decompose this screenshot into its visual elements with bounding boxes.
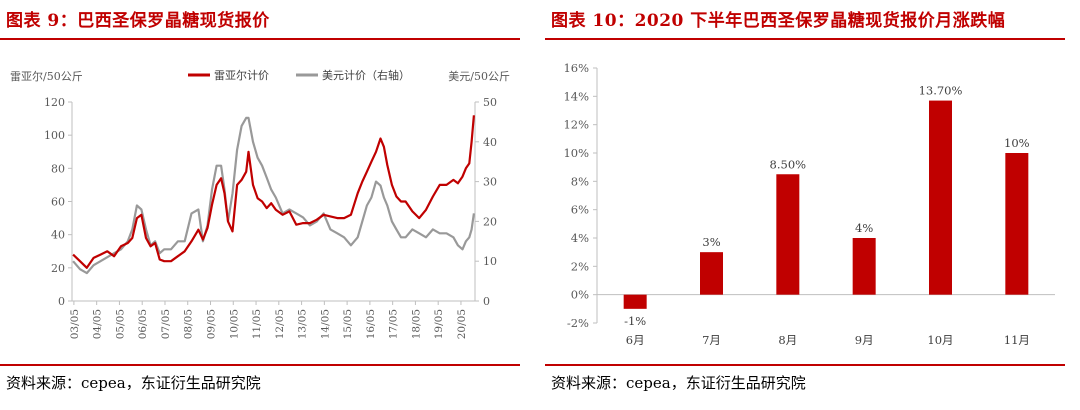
- y-tick-label: 4%: [571, 231, 589, 245]
- y-tick-label: 2%: [571, 259, 589, 273]
- left-y-tick-label: 20: [51, 262, 65, 275]
- y-tick-label: 10%: [563, 146, 589, 160]
- x-category-label: 8月: [778, 333, 797, 347]
- left-source-rule: [0, 364, 520, 366]
- legend-label-2: 美元计价（右轴）: [322, 68, 410, 82]
- x-tick-label: 11/05: [251, 309, 263, 339]
- y-tick-label: 16%: [563, 61, 589, 75]
- y-tick-label: 8%: [571, 174, 589, 188]
- x-category-label: 11月: [1004, 333, 1030, 347]
- x-tick-label: 03/05: [69, 309, 81, 339]
- x-tick-label: 17/05: [388, 309, 400, 339]
- x-tick-label: 13/05: [297, 309, 309, 339]
- bar: [852, 238, 876, 295]
- y-tick-label: 12%: [563, 118, 589, 132]
- y-tick-label: 14%: [563, 89, 589, 103]
- right-chart-panel: 图表 10：2020 下半年巴西圣保罗晶糖现货报价月涨跌幅 -2% 0% 2% 4% 6…: [545, 0, 1075, 410]
- left-y-tick-label: 120: [44, 96, 65, 109]
- y-tick-label: 6%: [571, 203, 589, 217]
- bar: [700, 252, 723, 295]
- x-category-label: 7月: [702, 333, 721, 347]
- x-category-label: 9月: [855, 333, 874, 347]
- right-source-rule: [545, 364, 1065, 366]
- bar: [1005, 153, 1029, 295]
- bar: [776, 174, 800, 295]
- bar-data-label: 10%: [1004, 136, 1030, 150]
- right-source-note: 资料来源：cepea，东证衍生品研究院: [551, 374, 806, 392]
- bar-data-label: -1%: [624, 314, 646, 328]
- series-line-2: [72, 116, 475, 275]
- bar-data-label: 4%: [855, 221, 873, 235]
- x-tick-label: 20/05: [456, 309, 468, 339]
- bar: [623, 294, 647, 309]
- right-chart-title: 图表 10：2020 下半年巴西圣保罗晶糖现货报价月涨跌幅: [551, 11, 1006, 31]
- x-tick-label: 04/05: [92, 309, 104, 339]
- left-y-tick-label: 100: [44, 129, 65, 142]
- left-y-tick-label: 80: [51, 162, 65, 175]
- bar-data-label: 13.70%: [919, 84, 963, 98]
- left-y-tick-label: 40: [51, 229, 65, 242]
- right-title-rule: [545, 38, 1065, 40]
- left-title-rule: [0, 38, 520, 40]
- x-tick-label: 08/05: [183, 309, 195, 339]
- left-axis-unit-label: 雷亚尔/50公斤: [10, 70, 83, 83]
- right-y-tick-label: 20: [483, 215, 497, 228]
- right-y-tick-label: 50: [483, 96, 497, 109]
- right-y-tick-label: 40: [483, 136, 497, 149]
- y-tick-label: -2%: [567, 316, 589, 330]
- left-chart-panel: 图表 9：巴西圣保罗晶糖现货报价 0 20 40 60 80 100 120 0 10 20 30 4…: [0, 0, 530, 410]
- x-tick-label: 12/05: [274, 309, 286, 339]
- right-y-tick-label: 30: [483, 176, 497, 189]
- y-tick-label: 0%: [571, 288, 589, 302]
- bar-data-label: 3%: [702, 235, 720, 249]
- x-tick-label: 06/05: [137, 309, 149, 339]
- x-tick-label: 05/05: [114, 309, 126, 339]
- monthly-change-bar-chart: -2% 0% 2% 4% 6% 8% 10% 12% 14% 16% -1% 6月 3% 7月 8.50% 8…: [563, 61, 1055, 347]
- left-chart-title: 图表 9：巴西圣保罗晶糖现货报价: [6, 11, 270, 31]
- x-tick-label: 14/05: [319, 309, 331, 339]
- left-source-note: 资料来源：cepea，东证衍生品研究院: [6, 374, 261, 392]
- left-y-tick-label: 60: [51, 196, 65, 209]
- left-y-tick-label: 0: [58, 295, 65, 308]
- right-y-tick-label: 0: [483, 295, 490, 308]
- right-axis-unit-label: 美元/50公斤: [448, 70, 510, 83]
- bar-data-label: 8.50%: [770, 157, 807, 171]
- right-y-tick-label: 10: [483, 255, 497, 268]
- legend-label-1: 雷亚尔计价: [214, 69, 269, 82]
- x-tick-label: 16/05: [365, 309, 377, 339]
- series-line-1: [72, 115, 475, 269]
- x-tick-label: 19/05: [433, 309, 445, 339]
- bar: [929, 100, 952, 295]
- x-tick-label: 09/05: [206, 309, 218, 339]
- x-tick-label: 10/05: [228, 309, 240, 339]
- x-tick-label: 07/05: [160, 309, 172, 339]
- price-line-chart: 0 20 40 60 80 100 120 0 10 20 30 40 50 03/05 04/05 05/0…: [10, 68, 510, 339]
- x-category-label: 10月: [927, 333, 953, 347]
- x-tick-label: 18/05: [410, 309, 422, 339]
- x-category-label: 6月: [626, 333, 645, 347]
- x-tick-label: 15/05: [342, 309, 354, 339]
